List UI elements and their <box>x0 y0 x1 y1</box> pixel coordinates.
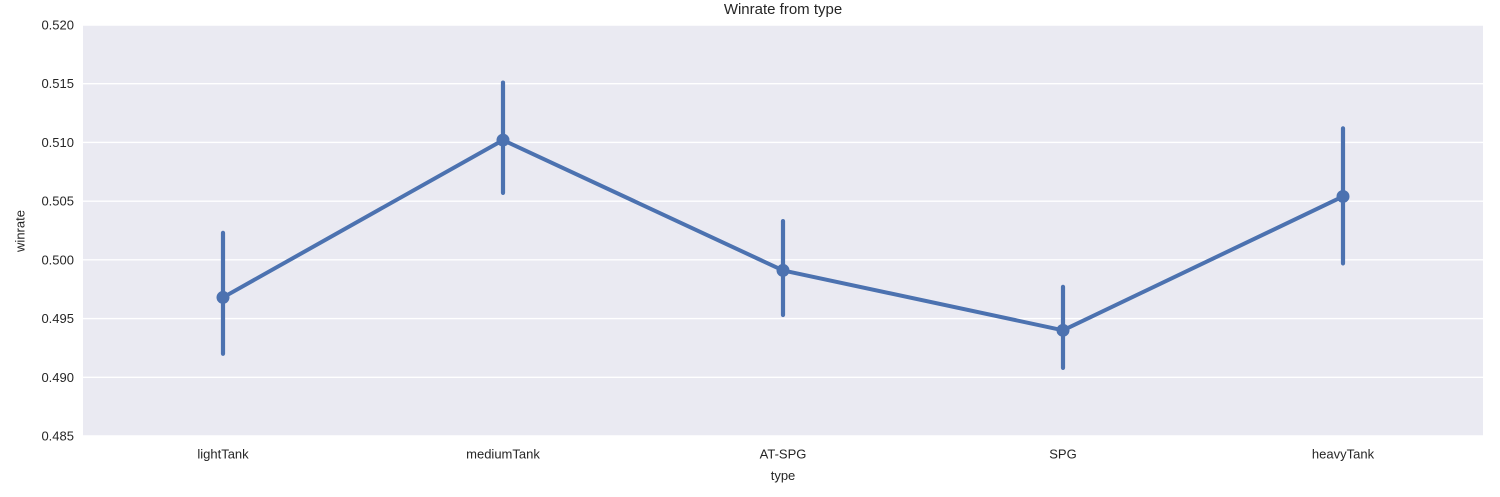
y-tick-label: 0.490 <box>41 370 74 385</box>
y-tick-label: 0.505 <box>41 194 74 209</box>
x-axis-label: type <box>770 468 796 483</box>
y-tick-label: 0.485 <box>41 429 74 444</box>
x-tick-label: AT-SPG <box>760 447 807 462</box>
x-tick-label: heavyTank <box>1312 447 1375 462</box>
y-tick-label: 0.500 <box>41 252 74 267</box>
data-point <box>1336 189 1350 203</box>
y-tick-label: 0.495 <box>41 311 74 326</box>
data-point <box>776 263 790 277</box>
data-point <box>216 290 230 304</box>
x-tick-label: SPG <box>1049 447 1076 462</box>
y-axis-label: winrate <box>12 210 28 252</box>
chart-title: Winrate from type <box>723 1 843 18</box>
data-point <box>1056 323 1070 337</box>
y-tick-label: 0.510 <box>41 135 74 150</box>
data-point <box>496 133 510 147</box>
x-tick-label: lightTank <box>197 447 249 462</box>
x-tick-label: mediumTank <box>466 447 540 462</box>
y-tick-label: 0.515 <box>41 76 74 91</box>
y-tick-label: 0.520 <box>41 18 74 33</box>
